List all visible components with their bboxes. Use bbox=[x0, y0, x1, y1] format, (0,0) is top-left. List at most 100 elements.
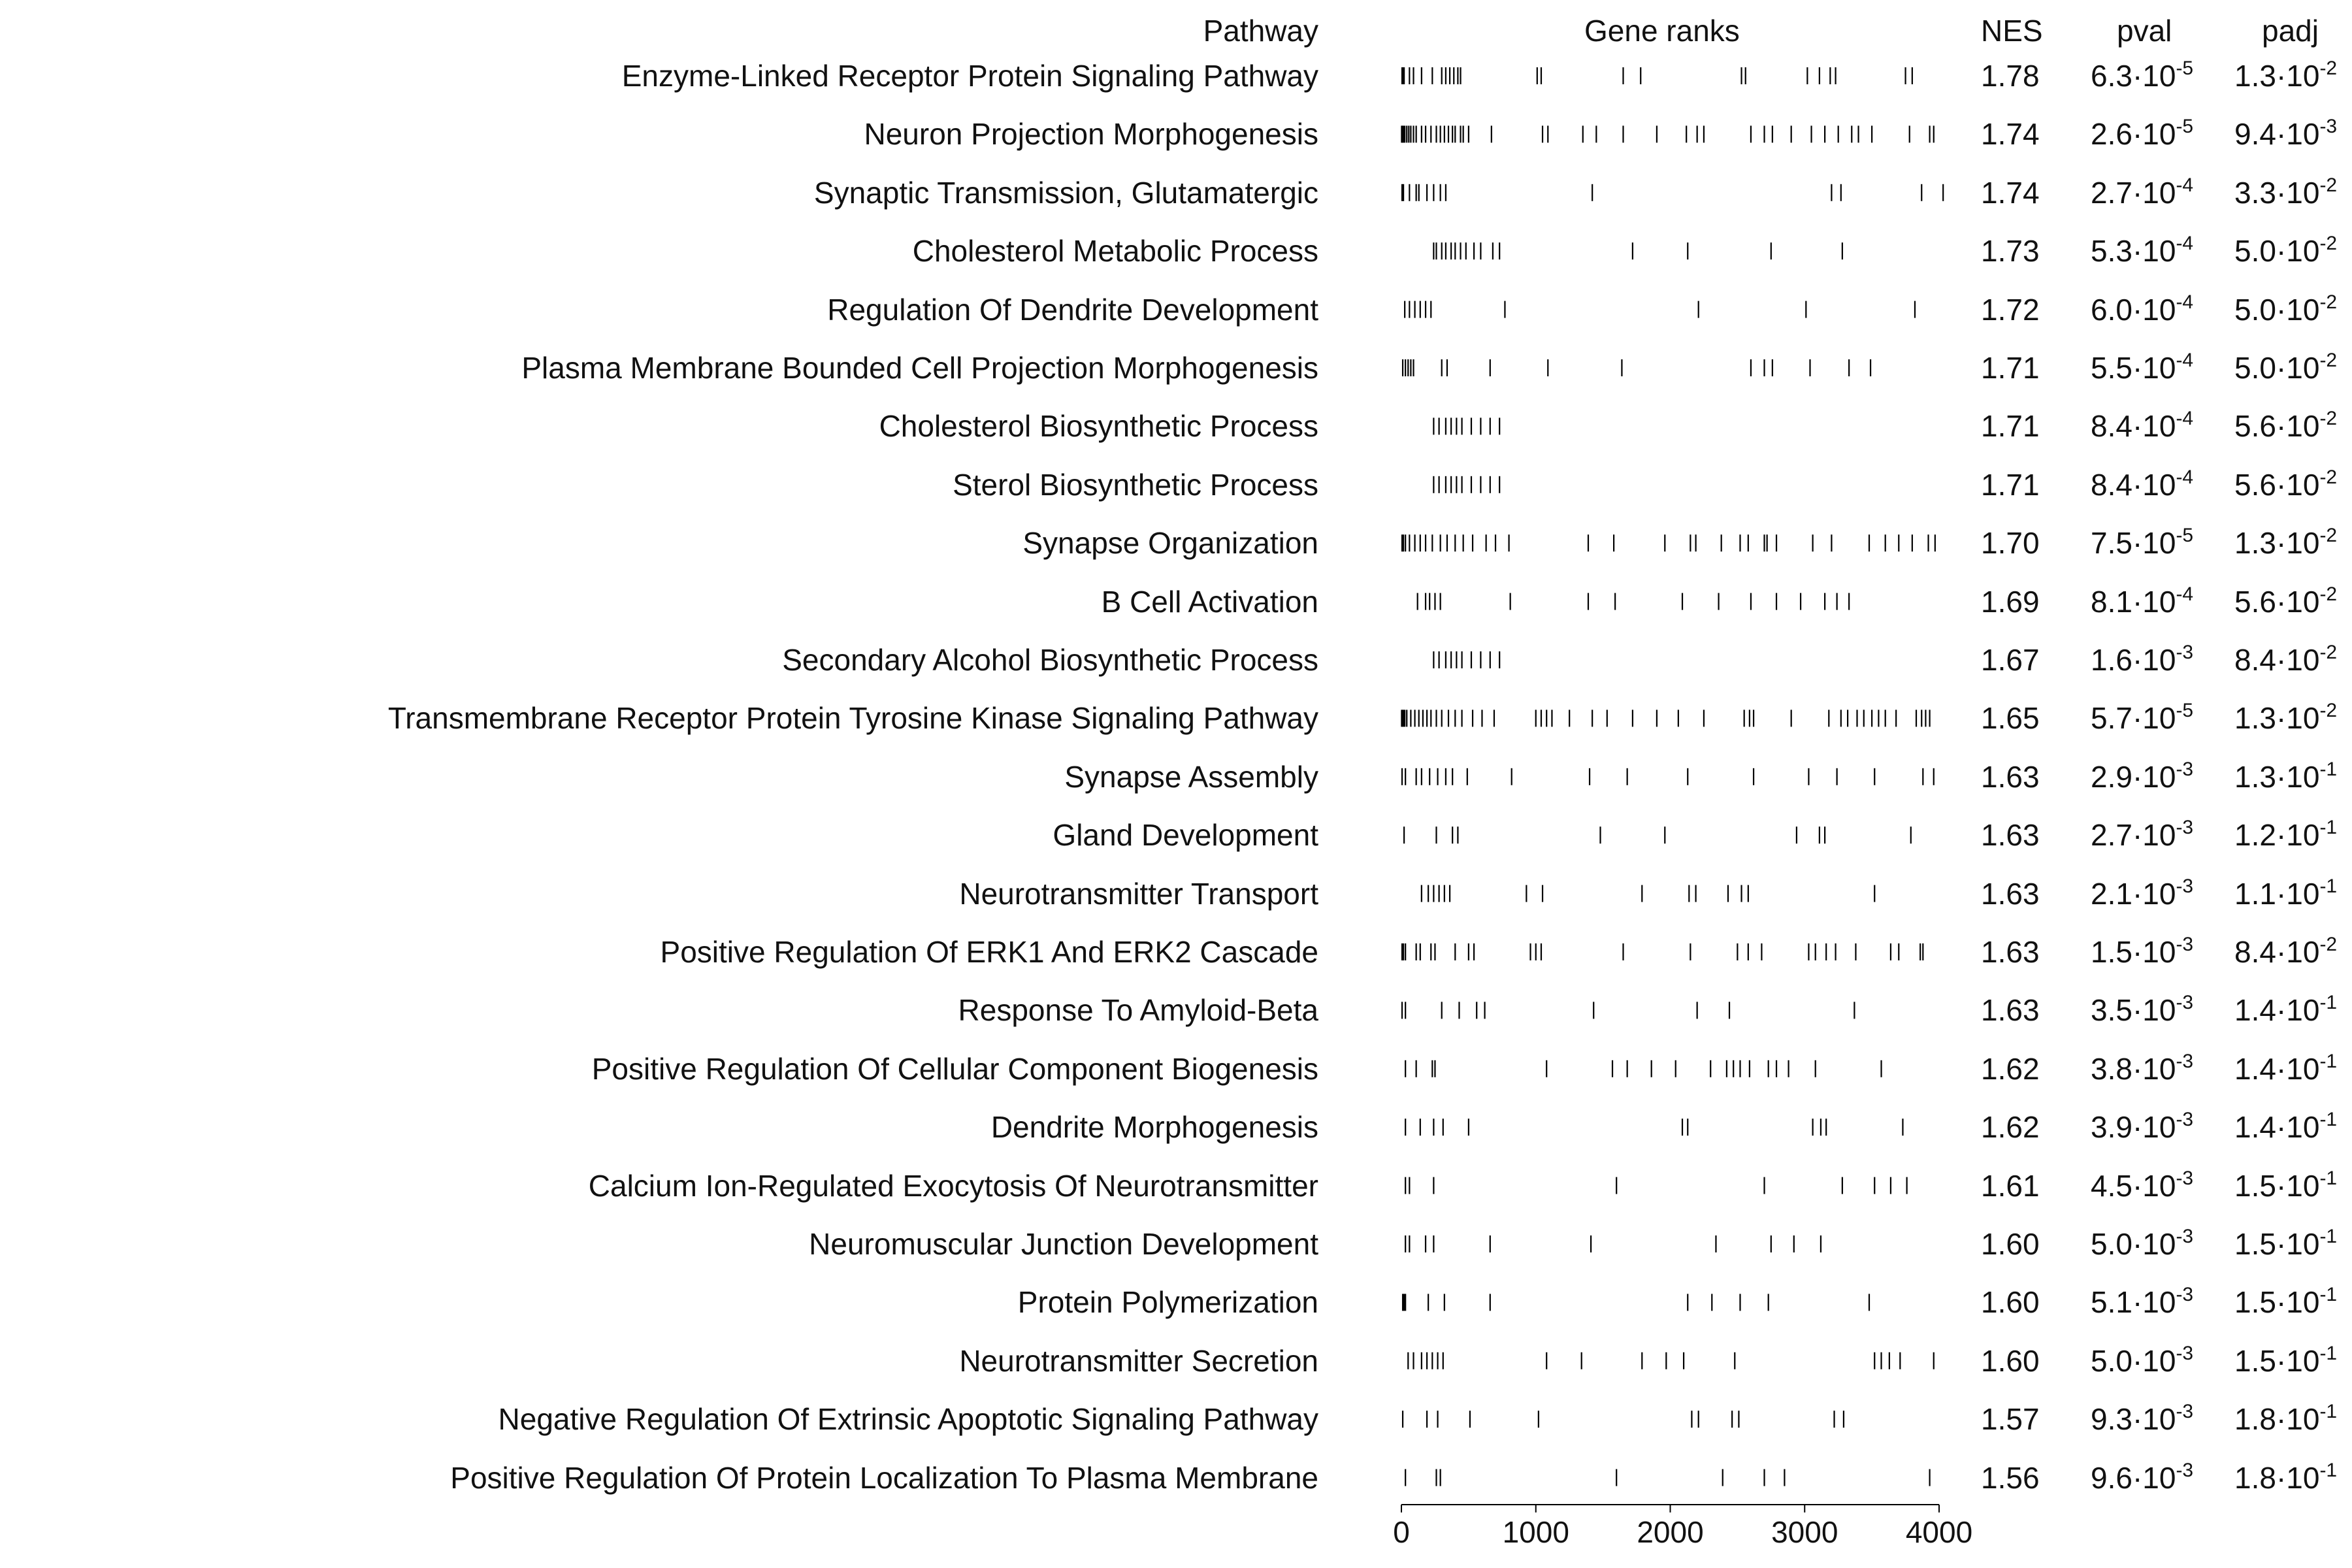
padj-value: 1.5·10-1 bbox=[2234, 1284, 2338, 1320]
pval-value-exponent: -3 bbox=[2176, 1109, 2194, 1131]
pathway-label: Sterol Biosynthetic Process bbox=[953, 467, 1318, 502]
pval-value: 3.8·10-3 bbox=[2091, 1050, 2194, 1086]
nes-value: 1.63 bbox=[1981, 759, 2040, 794]
pval-value: 8.4·10-4 bbox=[2091, 408, 2194, 444]
padj-value-exponent: -1 bbox=[2319, 875, 2338, 897]
padj-value-mantissa: 5.0 bbox=[2234, 292, 2276, 327]
gene-rank-row bbox=[1433, 242, 1843, 260]
padj-value: 1.5·10-1 bbox=[2234, 1342, 2338, 1378]
pval-value-exponent: -3 bbox=[2176, 1459, 2194, 1481]
pval-value-exponent: -4 bbox=[2176, 350, 2194, 371]
pathway-label: Secondary Alcohol Biosynthetic Process bbox=[782, 643, 1318, 677]
padj-value: 3.3·10-2 bbox=[2234, 174, 2338, 210]
padj-value: 1.3·10-2 bbox=[2234, 57, 2338, 93]
gene-rank-row bbox=[1401, 1294, 1870, 1311]
gene-rank-row bbox=[1405, 1235, 1822, 1252]
gene-rank-row bbox=[1405, 1060, 1882, 1077]
padj-value-mantissa: 1.2 bbox=[2234, 818, 2276, 853]
pval-value-mantissa: 7.5 bbox=[2091, 526, 2132, 561]
pval-value-mantissa: 3.9 bbox=[2091, 1110, 2132, 1145]
nes-value: 1.78 bbox=[1981, 59, 2040, 93]
gene-rank-row bbox=[1433, 417, 1501, 435]
x-axis-tick-label: 2000 bbox=[1637, 1515, 1703, 1549]
pathway-label: Neuron Projection Morphogenesis bbox=[864, 117, 1318, 152]
padj-value-mantissa: 5.6 bbox=[2234, 467, 2276, 502]
padj-value-mantissa: 1.3 bbox=[2234, 701, 2276, 736]
pathway-label: Gland Development bbox=[1053, 818, 1318, 853]
padj-value-mantissa: 1.8 bbox=[2234, 1460, 2276, 1495]
gene-rank-row bbox=[1401, 67, 1913, 84]
pval-value-exponent: -3 bbox=[2176, 1284, 2194, 1306]
pval-value-exponent: -3 bbox=[2176, 642, 2194, 663]
padj-value: 1.2·10-1 bbox=[2234, 817, 2338, 853]
padj-value-mantissa: 1.5 bbox=[2234, 1227, 2276, 1261]
gene-rank-row bbox=[1401, 359, 1872, 376]
nes-value: 1.70 bbox=[1981, 526, 2040, 561]
pval-value-mantissa: 9.3 bbox=[2091, 1402, 2132, 1437]
pval-value-mantissa: 6.3 bbox=[2091, 59, 2132, 93]
gene-rank-row bbox=[1401, 534, 1936, 552]
pval-value: 5.0·10-3 bbox=[2091, 1342, 2194, 1378]
gene-rank-row bbox=[1401, 710, 1931, 727]
padj-value-mantissa: 9.4 bbox=[2234, 117, 2276, 152]
pval-value: 2.9·10-3 bbox=[2091, 758, 2194, 794]
padj-value-mantissa: 8.4 bbox=[2234, 643, 2276, 677]
pval-value: 7.5·10-5 bbox=[2091, 525, 2194, 561]
padj-value-mantissa: 5.0 bbox=[2234, 351, 2276, 385]
padj-value-mantissa: 1.4 bbox=[2234, 993, 2276, 1028]
gene-rank-row bbox=[1401, 125, 1935, 143]
pval-value-exponent: -3 bbox=[2176, 1226, 2194, 1247]
padj-value-mantissa: 1.3 bbox=[2234, 59, 2276, 93]
padj-value-exponent: -2 bbox=[2319, 466, 2338, 488]
padj-value: 5.6·10-2 bbox=[2234, 583, 2338, 619]
nes-value: 1.71 bbox=[1981, 351, 2040, 385]
gene-rank-row bbox=[1433, 476, 1501, 493]
nes-value: 1.60 bbox=[1981, 1343, 2040, 1378]
pval-value-mantissa: 9.6 bbox=[2091, 1460, 2132, 1495]
padj-value-mantissa: 1.1 bbox=[2234, 876, 2276, 911]
pval-value-mantissa: 2.6 bbox=[2091, 117, 2132, 152]
padj-value-exponent: -1 bbox=[2319, 1459, 2338, 1481]
pval-value-mantissa: 8.1 bbox=[2091, 584, 2132, 619]
pval-value: 5.1·10-3 bbox=[2091, 1284, 2194, 1320]
padj-value-exponent: -1 bbox=[2319, 992, 2338, 1014]
x-axis-tick-label: 4000 bbox=[1906, 1515, 1972, 1549]
padj-value-mantissa: 5.6 bbox=[2234, 584, 2276, 619]
pathway-label: Plasma Membrane Bounded Cell Projection … bbox=[521, 351, 1318, 385]
gene-rank-row bbox=[1405, 1119, 1904, 1136]
pathway-label: Neurotransmitter Transport bbox=[959, 876, 1318, 911]
x-axis-tick-label: 3000 bbox=[1771, 1515, 1838, 1549]
pval-value-mantissa: 5.0 bbox=[2091, 1227, 2132, 1261]
gene-rank-row bbox=[1420, 885, 1876, 902]
padj-value-exponent: -1 bbox=[2319, 1109, 2338, 1131]
header-nes: NES bbox=[1981, 14, 2043, 48]
pval-value-mantissa: 6.0 bbox=[2091, 292, 2132, 327]
padj-value-exponent: -2 bbox=[2319, 174, 2338, 196]
pathway-label: Positive Regulation Of ERK1 And ERK2 Cas… bbox=[660, 935, 1318, 969]
nes-value: 1.63 bbox=[1981, 876, 2040, 911]
x-axis-tick-label: 0 bbox=[1393, 1515, 1410, 1549]
padj-value-exponent: -1 bbox=[2319, 1342, 2338, 1364]
padj-value-exponent: -3 bbox=[2319, 116, 2338, 138]
pval-value-mantissa: 1.6 bbox=[2091, 643, 2132, 677]
pval-value: 5.0·10-3 bbox=[2091, 1226, 2194, 1261]
padj-value-exponent: -1 bbox=[2319, 1167, 2338, 1189]
pval-value-exponent: -4 bbox=[2176, 174, 2194, 196]
nes-value: 1.74 bbox=[1981, 175, 2040, 210]
pathway-label: Positive Regulation Of Protein Localizat… bbox=[450, 1460, 1318, 1495]
pval-value: 3.5·10-3 bbox=[2091, 992, 2194, 1028]
pval-value-exponent: -3 bbox=[2176, 1050, 2194, 1072]
pval-value-exponent: -5 bbox=[2176, 700, 2194, 722]
pathway-label: Cholesterol Metabolic Process bbox=[912, 234, 1318, 269]
padj-value: 1.4·10-1 bbox=[2234, 1109, 2338, 1145]
nes-value: 1.57 bbox=[1981, 1402, 2040, 1437]
nes-value: 1.60 bbox=[1981, 1227, 2040, 1261]
padj-value-mantissa: 1.5 bbox=[2234, 1343, 2276, 1378]
pval-value-mantissa: 2.7 bbox=[2091, 818, 2132, 853]
pval-value-exponent: -3 bbox=[2176, 992, 2194, 1014]
pval-value: 8.4·10-4 bbox=[2091, 466, 2194, 502]
nes-value: 1.72 bbox=[1981, 292, 2040, 327]
pval-value-exponent: -4 bbox=[2176, 583, 2194, 605]
padj-value-exponent: -1 bbox=[2319, 1226, 2338, 1247]
padj-value: 1.4·10-1 bbox=[2234, 992, 2338, 1028]
